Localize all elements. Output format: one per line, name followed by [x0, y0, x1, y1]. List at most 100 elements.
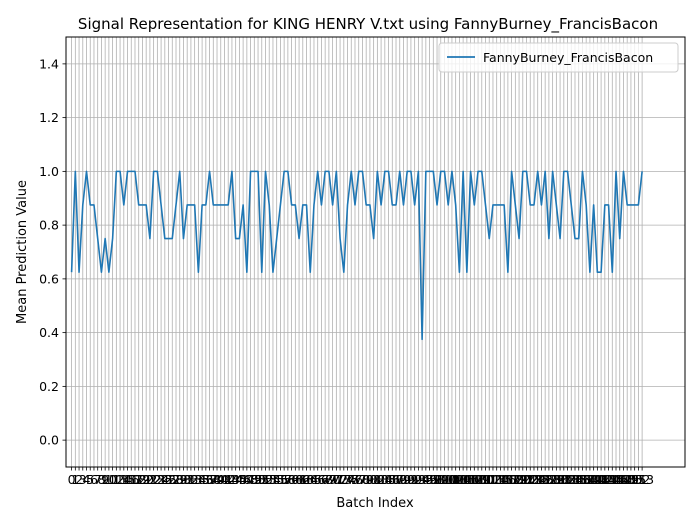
- y-tick-label: 1.2: [39, 110, 59, 125]
- x-tick-label: 74: [340, 472, 356, 487]
- x-tick-label: 36: [198, 472, 214, 487]
- x-tick-label: 18: [131, 472, 147, 487]
- x-tick-label: 78: [354, 472, 370, 487]
- x-tick-label: 125: [526, 472, 550, 487]
- x-tick-label: 55: [269, 472, 285, 487]
- x-tick-label: 146: [604, 472, 628, 487]
- x-tick-label: 53: [261, 472, 277, 487]
- x-tick-label: 41: [217, 472, 233, 487]
- legend-box: [438, 42, 679, 73]
- x-tick-label: 93: [410, 472, 426, 487]
- x-tick-label: 61: [291, 472, 307, 487]
- x-tick-label: 54: [265, 472, 281, 487]
- x-tick-label: 34: [190, 472, 206, 487]
- x-tick-label: 145: [600, 472, 624, 487]
- x-tick-label: 76: [347, 472, 363, 487]
- x-tick-label: 10: [101, 472, 117, 487]
- x-tick-label: 114: [485, 472, 509, 487]
- x-tick-label: 142: [589, 472, 613, 487]
- x-tick-label: 84: [377, 472, 393, 487]
- x-tick-label: 87: [388, 472, 404, 487]
- x-tick-label: 95: [418, 472, 434, 487]
- y-tick-label: 0.6: [39, 271, 59, 286]
- x-tick-label: 135: [563, 472, 587, 487]
- x-tick-label: 147: [608, 472, 632, 487]
- y-tick-label: 0.4: [39, 325, 59, 340]
- x-tick-label: 71: [328, 472, 344, 487]
- x-tick-label: 6: [90, 472, 98, 487]
- x-tick-label: 39: [209, 472, 225, 487]
- x-tick-label: 108: [462, 472, 486, 487]
- x-tick-label: 86: [384, 472, 400, 487]
- x-tick-label: 46: [235, 472, 251, 487]
- x-tick-label: 49: [246, 472, 262, 487]
- x-tick-label: 77: [351, 472, 367, 487]
- x-tick-label: 52: [258, 472, 274, 487]
- x-tick-label: 80: [362, 472, 378, 487]
- x-tick-label: 40: [213, 472, 229, 487]
- y-tick-label: 0.8: [39, 218, 59, 233]
- x-tick-label: 149: [615, 472, 639, 487]
- x-tick-label: 24: [153, 472, 169, 487]
- x-tick-label: 131: [548, 472, 572, 487]
- x-tick-label: 89: [396, 472, 412, 487]
- x-tick-label: 19: [134, 472, 150, 487]
- x-tick-label: 12: [108, 472, 124, 487]
- x-tick-label: 63: [299, 472, 315, 487]
- x-tick-label: 105: [451, 472, 475, 487]
- x-tick-label: 130: [544, 472, 568, 487]
- x-tick-label: 104: [447, 472, 471, 487]
- x-tick-label: 91: [403, 472, 419, 487]
- legend: FannyBurney_FrancisBacon: [438, 42, 679, 73]
- x-tick-label: 28: [168, 472, 184, 487]
- x-tick-label: 0: [68, 472, 76, 487]
- x-tick-label: 69: [321, 472, 337, 487]
- x-tick-label: 121: [511, 472, 535, 487]
- x-tick-label: 17: [127, 472, 143, 487]
- x-tick-label: 56: [272, 472, 288, 487]
- x-tick-label: 123: [518, 472, 542, 487]
- x-tick-label: 23: [149, 472, 165, 487]
- x-tick-label: 75: [343, 472, 359, 487]
- x-tick-label: 116: [492, 472, 516, 487]
- x-tick-label: 47: [239, 472, 255, 487]
- x-tick-label: 5: [86, 472, 94, 487]
- x-tick-label: 8: [97, 472, 105, 487]
- x-tick-label: 4: [83, 472, 91, 487]
- x-tick-label: 134: [559, 472, 583, 487]
- x-tick-label: 82: [369, 472, 385, 487]
- x-tick-label: 9: [101, 472, 109, 487]
- x-tick-label: 133: [556, 472, 580, 487]
- x-tick-label: 60: [287, 472, 303, 487]
- x-tick-label: 62: [295, 472, 311, 487]
- x-tick-label: 33: [187, 472, 203, 487]
- x-tick-label: 99: [433, 472, 449, 487]
- series-line: [70, 170, 643, 341]
- x-tick-label: 67: [313, 472, 329, 487]
- x-tick-label: 38: [205, 472, 221, 487]
- x-tick-label: 30: [176, 472, 192, 487]
- x-tick-label: 50: [250, 472, 266, 487]
- x-tick-label: 2: [75, 472, 83, 487]
- x-tick-label: 26: [161, 472, 177, 487]
- x-tick-label: 92: [407, 472, 423, 487]
- x-axis-label: Batch Index: [336, 496, 414, 511]
- x-tick-label: 35: [194, 472, 210, 487]
- x-tick-label: 140: [582, 472, 606, 487]
- x-tick-label: 57: [276, 472, 292, 487]
- x-tick-label: 90: [399, 472, 415, 487]
- x-tick-label: 137: [571, 472, 595, 487]
- x-tick-label: 136: [567, 472, 591, 487]
- x-tick-label: 124: [522, 472, 546, 487]
- plot-frame: [65, 36, 686, 468]
- x-tick-label: 1: [71, 472, 79, 487]
- x-tick-label: 152: [626, 472, 650, 487]
- x-tick-label: 43: [224, 472, 240, 487]
- x-tick-label: 13: [112, 472, 128, 487]
- x-tick-label: 103: [444, 472, 468, 487]
- x-tick-label: 48: [243, 472, 259, 487]
- x-tick-label: 101: [436, 472, 460, 487]
- x-tick-label: 127: [533, 472, 557, 487]
- x-tick-label: 148: [612, 472, 636, 487]
